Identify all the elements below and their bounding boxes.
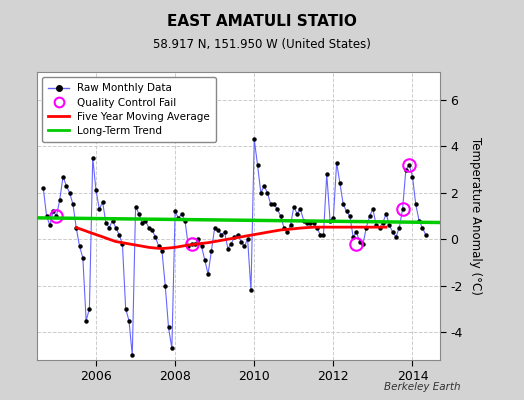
Legend: Raw Monthly Data, Quality Control Fail, Five Year Moving Average, Long-Term Tren: Raw Monthly Data, Quality Control Fail, … xyxy=(42,77,216,142)
Y-axis label: Temperature Anomaly (°C): Temperature Anomaly (°C) xyxy=(470,137,483,295)
Text: 58.917 N, 151.950 W (United States): 58.917 N, 151.950 W (United States) xyxy=(153,38,371,51)
Text: Berkeley Earth: Berkeley Earth xyxy=(385,382,461,392)
Text: EAST AMATULI STATIO: EAST AMATULI STATIO xyxy=(167,14,357,29)
